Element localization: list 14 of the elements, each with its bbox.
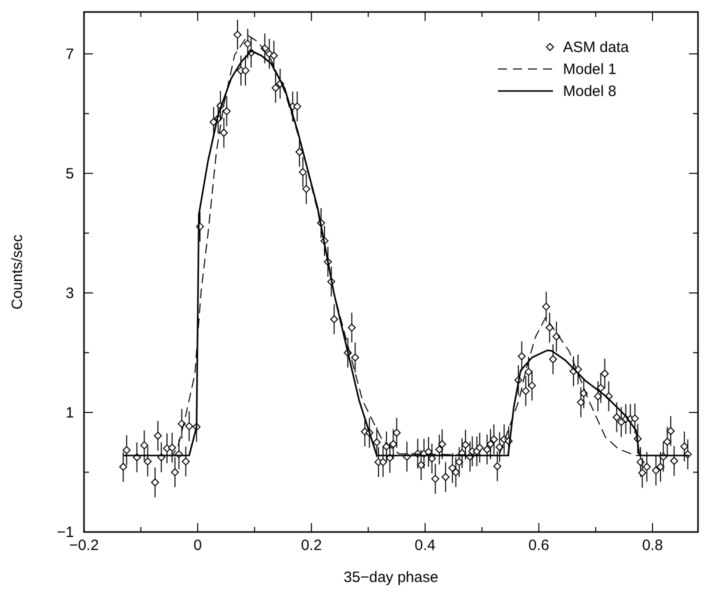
legend-label: ASM data (563, 39, 630, 56)
y-tick-label: 3 (66, 284, 74, 302)
y-tick-label: 7 (66, 46, 74, 63)
x-tick-label: 0.8 (642, 537, 663, 554)
x-tick-label: 0 (194, 537, 202, 554)
x-tick-label: 0.4 (414, 537, 436, 554)
y-tick-label: 5 (66, 165, 74, 182)
legend-label: Model 8 (563, 83, 616, 100)
x-tick-label: 0.2 (300, 537, 322, 554)
x-axis-title: 35−day phase (344, 569, 438, 586)
legend-label: Model 1 (563, 61, 616, 78)
x-tick-label: 0.6 (528, 537, 550, 554)
y-axis-title: Counts/sec (9, 234, 26, 310)
y-tick-label: 1 (66, 404, 74, 422)
